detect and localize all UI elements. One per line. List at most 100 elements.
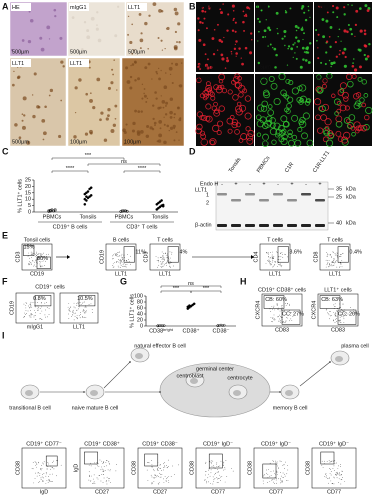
tissue-cell <box>146 125 150 129</box>
event-dot <box>116 255 118 257</box>
event-dot <box>339 254 341 255</box>
event-dot <box>85 311 87 313</box>
event-dot <box>43 252 44 254</box>
event-dot <box>271 479 273 481</box>
event-dot <box>284 253 285 255</box>
event-dot <box>273 319 275 321</box>
event-dot <box>335 262 337 263</box>
event-dot <box>178 464 180 466</box>
event-dot <box>42 265 44 267</box>
event-dot <box>210 472 212 474</box>
fluorescent-cell <box>351 64 355 68</box>
event-dot <box>333 312 335 314</box>
event-dot <box>160 264 162 265</box>
endo-h-label: Endo H <box>200 181 218 187</box>
panel-letter: C <box>2 146 9 156</box>
event-dot <box>341 260 343 262</box>
fluorescent-cell <box>268 28 272 32</box>
data-point <box>121 210 124 213</box>
event-dot <box>280 475 282 477</box>
gate <box>78 295 96 307</box>
event-dot <box>345 315 347 316</box>
significance-label: ns <box>188 281 194 287</box>
tissue-cell <box>40 47 45 52</box>
event-dot <box>220 480 221 482</box>
event-dot <box>30 301 32 303</box>
tissue-cell <box>147 62 151 66</box>
significance-bracket <box>87 163 161 166</box>
band-label: β-actin <box>195 222 212 228</box>
event-dot <box>210 460 212 461</box>
fluorescent-cell <box>249 51 253 55</box>
event-dot <box>39 308 41 309</box>
event-dot <box>337 473 338 475</box>
image-label: Merge <box>316 76 332 82</box>
fluorescent-cell <box>302 38 304 41</box>
fluorescent-cell <box>336 100 342 106</box>
event-dot <box>271 261 273 263</box>
event-dot <box>85 306 87 308</box>
arrow <box>103 361 131 389</box>
event-dot <box>269 262 270 264</box>
event-dot <box>282 257 284 258</box>
tissue-cell <box>143 88 146 90</box>
y-tick-label: 80 <box>137 299 143 305</box>
fluorescent-cell <box>285 108 291 114</box>
x-axis-label: CD83 <box>275 327 289 333</box>
event-dot <box>281 307 283 308</box>
event-dot <box>36 262 37 264</box>
fluorescent-cell <box>267 104 273 109</box>
event-dot <box>333 319 335 321</box>
event-dot <box>88 304 90 305</box>
image-label: HE <box>12 5 20 11</box>
tissue-cell <box>129 86 133 90</box>
event-dot <box>333 477 335 479</box>
event-dot <box>207 473 209 475</box>
event-dot <box>327 312 328 314</box>
event-dot <box>215 473 216 474</box>
event-dot <box>162 265 164 267</box>
panel-letter: D <box>189 146 196 156</box>
fluorescent-cell <box>221 88 228 94</box>
fluorescent-cell <box>199 114 205 121</box>
event-dot <box>216 471 218 473</box>
event-dot <box>226 476 228 477</box>
event-dot <box>120 255 122 257</box>
arrow-head <box>251 255 254 259</box>
fluorescent-cell <box>204 53 207 56</box>
event-dot <box>105 461 107 463</box>
event-dot <box>23 303 25 305</box>
event-dot <box>166 478 167 479</box>
event-dot <box>272 257 273 259</box>
tissue-cell <box>89 131 93 135</box>
fluorescent-cell <box>307 9 310 12</box>
tissue-cell <box>168 129 171 132</box>
event-dot <box>30 314 32 316</box>
event-dot <box>267 260 269 262</box>
event-dot <box>327 478 329 479</box>
tissue-cell <box>160 95 162 97</box>
fluorescent-cell <box>251 38 253 41</box>
event-dot <box>268 253 269 255</box>
event-dot <box>32 260 33 261</box>
fluorescent-cell <box>343 96 349 102</box>
fluorescent-cell <box>361 79 367 85</box>
event-dot <box>165 257 167 259</box>
event-dot <box>160 474 162 475</box>
y-axis-label: % LLT1⁺ cells <box>16 179 23 213</box>
event-dot <box>88 464 90 466</box>
event-dot <box>325 266 327 268</box>
band <box>217 224 227 227</box>
gate-label: 15% <box>24 245 35 251</box>
event-dot <box>281 265 283 266</box>
band <box>217 193 227 196</box>
event-dot <box>112 263 114 265</box>
fluorescent-cell <box>340 40 342 42</box>
fluorescent-cell <box>269 43 272 46</box>
data-point <box>218 324 221 327</box>
event-dot <box>91 309 93 311</box>
event-dot <box>276 477 278 479</box>
event-dot <box>172 465 174 467</box>
scale-bar-label: 25µm <box>198 64 212 70</box>
